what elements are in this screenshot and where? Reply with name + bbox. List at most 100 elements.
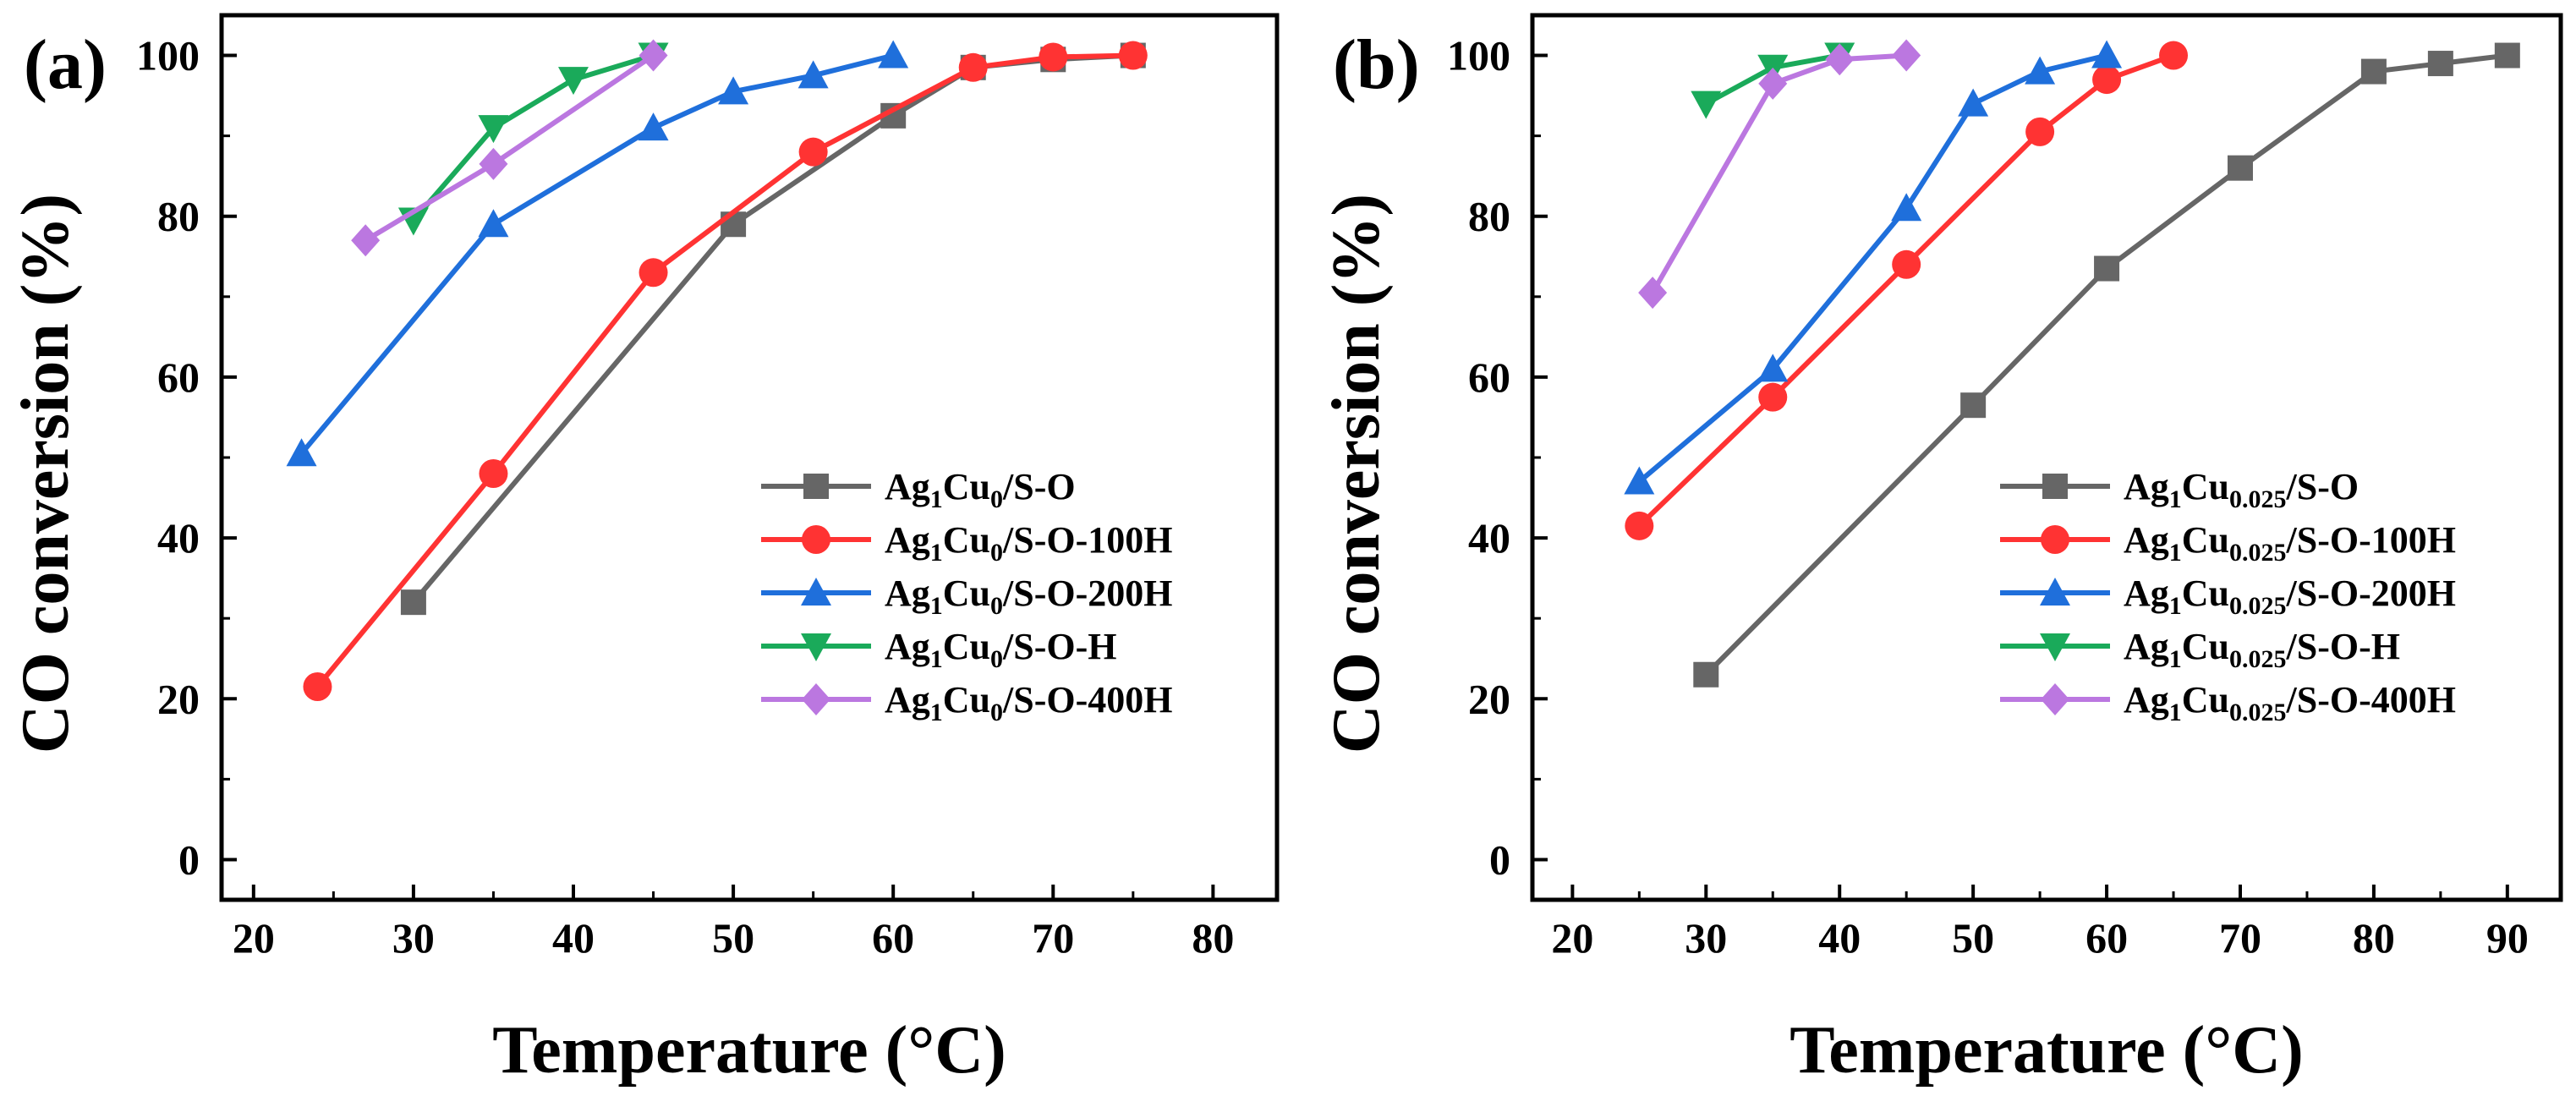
- plot-area-a: 20 30 40 50 60 70 80020406080100Ag1Cu0/S-OAg1C…: [136, 13, 1280, 962]
- data-point: [351, 224, 381, 257]
- data-point: [1758, 382, 1788, 412]
- data-point: [639, 258, 668, 288]
- data-point: [2091, 40, 2123, 68]
- series-2: [1625, 41, 2189, 540]
- legend-label: Ag1Cu0/S-O-H: [885, 626, 1116, 673]
- data-point: [479, 459, 508, 489]
- y-tick-label: 20: [157, 675, 200, 722]
- data-point: [1892, 39, 1921, 72]
- data-point: [558, 67, 589, 96]
- legend-marker: [801, 578, 831, 606]
- data-point: [2094, 255, 2120, 282]
- legend-label: Ag1Cu0.025/S-O-200H: [2124, 573, 2456, 620]
- x-tick-label: 70: [1032, 914, 1074, 962]
- plot-area-b: 20 30 40 50 60 70 80 90 0 20 40 60 80 100 Ag1Cu0.025/S…: [1447, 13, 2563, 962]
- data-point: [479, 147, 508, 180]
- legend-label: Ag1Cu0/S-O-400H: [885, 679, 1172, 726]
- y-axis-title-b: CO conversion (%): [1319, 194, 1394, 754]
- x-axis-title-b: Temperature (°C): [1789, 1013, 2303, 1088]
- legend-marker: [2041, 525, 2069, 554]
- y-tick-label: 80: [1468, 193, 1510, 240]
- data-point: [878, 40, 909, 68]
- legend-marker: [2041, 683, 2069, 715]
- panel-b: (b) 20 30 40 50 60 70 80 90 0 20 40 60 80 100 Ag1Cu0.0…: [1319, 13, 2563, 1088]
- series-5: [1638, 39, 1921, 310]
- series-5: [351, 39, 668, 257]
- data-point: [400, 589, 426, 616]
- data-point: [638, 112, 669, 141]
- x-tick-label: 20: [1551, 914, 1593, 962]
- y-tick-label: 60: [1468, 353, 1510, 401]
- x-tick-label: 60: [2085, 914, 2128, 962]
- panel-a: (a) 20 30 40 50 60 70 80 0 20 40 60 80 100 Ag1Cu0/S-O…: [8, 13, 1280, 1088]
- y-tick-label: 0: [1489, 836, 1510, 883]
- panel-label-b: (b): [1333, 25, 1420, 104]
- data-point: [1638, 277, 1668, 310]
- data-point: [2427, 51, 2453, 77]
- legend-marker: [803, 474, 829, 499]
- x-tick-label: 50: [1952, 914, 1994, 962]
- data-point: [286, 438, 317, 467]
- data-point: [2025, 117, 2055, 146]
- legend-marker: [2040, 578, 2070, 606]
- y-tick-label: 40: [157, 514, 200, 562]
- data-point: [1892, 249, 1921, 279]
- x-tick-label: 30: [1685, 914, 1727, 962]
- x-tick-label: 70: [2219, 914, 2261, 962]
- y-tick-label: 100: [136, 32, 200, 79]
- data-point: [1891, 193, 1922, 222]
- data-point: [2025, 56, 2056, 85]
- data-point: [1758, 67, 1788, 100]
- data-point: [303, 672, 332, 702]
- legend-label: Ag1Cu0.025/S-O: [2124, 466, 2359, 513]
- data-point: [2159, 41, 2189, 70]
- data-point: [1960, 392, 1987, 419]
- y-tick-label: 60: [157, 353, 200, 401]
- legend-label: Ag1Cu0/S-O-200H: [885, 573, 1172, 620]
- legend-label: Ag1Cu0.025/S-O-100H: [2124, 519, 2456, 567]
- y-tick-label: 20: [1468, 675, 1510, 722]
- series-line: [411, 52, 655, 222]
- x-tick-label: 60: [872, 914, 914, 962]
- y-tick-label: 80: [157, 193, 200, 240]
- data-point: [1625, 511, 1654, 540]
- legend-label: Ag1Cu0/S-O: [885, 466, 1076, 513]
- panel-label-a: (a): [24, 25, 107, 104]
- x-tick-label: 40: [552, 914, 595, 962]
- legend-marker: [2042, 474, 2068, 499]
- y-tick-label: 0: [178, 836, 200, 883]
- legend-marker: [2040, 633, 2070, 661]
- data-point: [1757, 353, 1789, 382]
- legend-marker: [802, 683, 830, 715]
- series-2: [303, 41, 1148, 702]
- data-point: [2494, 42, 2520, 68]
- x-tick-label: 20: [233, 914, 275, 962]
- x-tick-label: 90: [2486, 914, 2529, 962]
- series-line: [299, 52, 894, 456]
- data-point: [639, 39, 668, 72]
- plot-frame-a: [219, 13, 1280, 902]
- series-1: [1693, 42, 2520, 688]
- y-tick-label: 40: [1468, 514, 1510, 562]
- legend-label: Ag1Cu0.025/S-O-400H: [2124, 679, 2456, 726]
- x-tick-label: 50: [712, 914, 754, 962]
- data-point: [1118, 41, 1148, 70]
- y-tick-label: 100: [1447, 32, 1510, 79]
- legend-marker: [802, 525, 830, 554]
- data-point: [478, 115, 509, 144]
- legend: Ag1Cu0/S-O Ag1Cu0/S-O-100H Ag1Cu0/S-O-200H…: [761, 466, 1172, 726]
- series-line: [1637, 52, 2107, 484]
- x-axis-title-a: Temperature (°C): [492, 1013, 1006, 1088]
- x-tick-label: 40: [1818, 914, 1861, 962]
- data-point: [2227, 155, 2253, 181]
- data-point: [478, 209, 509, 238]
- data-point: [958, 52, 988, 82]
- data-point: [798, 137, 828, 167]
- x-tick-label: 30: [392, 914, 435, 962]
- legend-marker: [801, 633, 831, 661]
- plot-frame-b: [1530, 13, 2563, 902]
- legend-label: Ag1Cu0/S-O-100H: [885, 519, 1172, 567]
- data-point: [1691, 90, 1722, 119]
- data-point: [1958, 88, 1989, 117]
